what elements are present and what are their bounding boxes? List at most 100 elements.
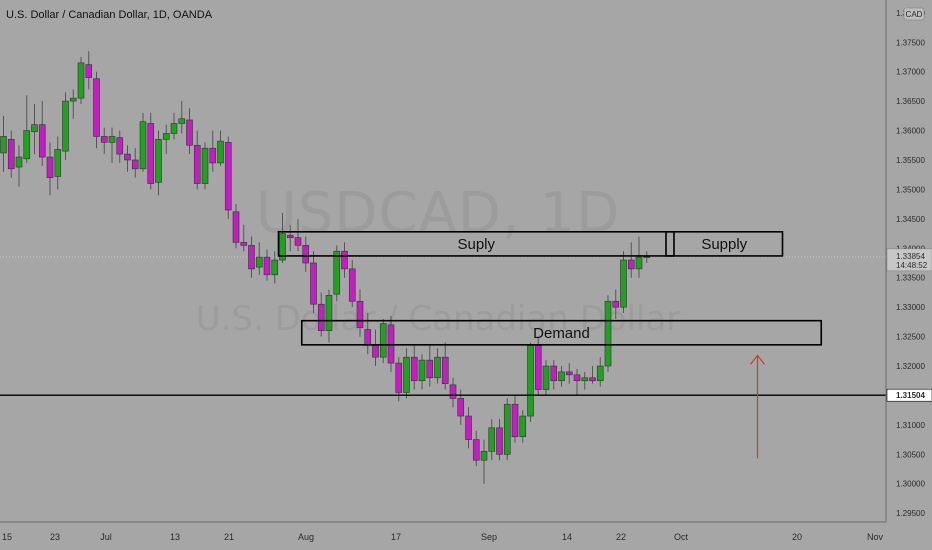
candle [263, 249, 271, 281]
candle-body [193, 144, 201, 184]
currency-badge: CAD [903, 7, 925, 21]
candle [395, 357, 403, 402]
candle-body [395, 362, 403, 393]
candle-body [403, 356, 410, 393]
candles-layer[interactable] [0, 51, 651, 484]
candle [69, 89, 77, 119]
candle-body [38, 124, 46, 158]
candle [348, 260, 356, 308]
candle [581, 371, 589, 390]
candle [480, 439, 488, 484]
candle-body [116, 137, 124, 155]
arrow-head [750, 354, 765, 365]
level-price-value: 1.31504 [896, 391, 925, 400]
candle-body [100, 136, 108, 143]
candle [333, 245, 341, 302]
time-axis[interactable]: 15 23 Jul 13 21 Aug 17 Sep 14 22 Oct 20 Nov [2, 532, 884, 542]
candle-body [465, 415, 472, 440]
candle-body [589, 377, 596, 382]
candle [62, 92, 69, 160]
candle [209, 130, 217, 172]
candle [15, 145, 23, 187]
price-tick-label: 1.30000 [896, 480, 925, 489]
candle [418, 354, 426, 390]
zone-box [665, 231, 784, 257]
candle-body [294, 237, 302, 246]
candle-body [620, 259, 627, 308]
time-tick-label: 23 [50, 532, 60, 542]
price-tick-label: 1.36000 [896, 127, 925, 136]
candle-body [139, 121, 147, 170]
time-tick-label: Jul [100, 532, 112, 542]
candle [217, 130, 224, 166]
candle-body [178, 118, 186, 124]
candle-body [170, 123, 178, 134]
candle [449, 377, 457, 408]
countdown-timer: 14:48:52 [896, 261, 928, 270]
time-tick-label: 15 [2, 532, 12, 542]
candle [124, 145, 131, 172]
candle [627, 242, 635, 278]
candle [310, 251, 317, 314]
candle [620, 251, 627, 314]
candle [341, 242, 348, 278]
zone-box [277, 231, 675, 257]
candle-body [224, 142, 232, 211]
candle-body [635, 256, 643, 270]
candle-body [62, 100, 69, 152]
candle-body [271, 259, 279, 276]
price-tick-label: 1.36500 [896, 97, 925, 106]
candle-body [449, 384, 457, 399]
candle-body [379, 323, 387, 358]
zones-layer[interactable]: Suply Supply Demand [277, 231, 823, 346]
candle [170, 112, 178, 140]
time-tick-label: 14 [562, 532, 572, 542]
candle [325, 289, 333, 343]
candle [7, 130, 15, 178]
price-tick-label: 1.32500 [896, 333, 925, 342]
up-arrow-icon[interactable] [750, 354, 765, 459]
candle [294, 218, 302, 252]
candle-body [581, 377, 589, 382]
suply-zone: Suply [277, 231, 675, 257]
candle-body [542, 365, 550, 390]
candle-body [573, 374, 581, 382]
candle [255, 242, 263, 275]
price-tick-label: 1.37000 [896, 68, 925, 77]
candle [147, 112, 155, 190]
candle-body [333, 250, 341, 295]
candle [224, 136, 232, 219]
candle-body [263, 256, 271, 276]
price-tick-label: 1.34500 [896, 215, 925, 224]
candle-body [217, 140, 224, 164]
candle-body [209, 147, 217, 164]
candle-body [348, 268, 356, 302]
name-watermark: U.S. Dollar / Canadian Dollar [196, 299, 681, 339]
price-tick-label: 1.33500 [896, 274, 925, 283]
candle [387, 315, 395, 372]
candle [54, 136, 62, 190]
price-tick-label: 1.31000 [896, 421, 925, 430]
current-price-tag [886, 248, 932, 272]
candle [604, 295, 612, 372]
candle-body [519, 415, 527, 437]
candle-body [162, 133, 170, 140]
candle-body [472, 439, 480, 461]
currency-label: CAD [906, 10, 923, 19]
candle [178, 101, 186, 134]
zone-label: Suply [457, 236, 495, 253]
candle [232, 204, 240, 249]
candle-body [356, 300, 364, 329]
candle [302, 236, 310, 272]
price-tick-label: 1.35500 [896, 156, 925, 165]
time-tick-label: 21 [224, 532, 234, 542]
candle-body [558, 371, 565, 382]
time-tick-label: Sep [481, 532, 497, 542]
candle [596, 357, 604, 387]
candle-body [527, 345, 534, 417]
candle-body [93, 78, 100, 137]
candle [403, 348, 410, 399]
candle-body [426, 359, 434, 379]
